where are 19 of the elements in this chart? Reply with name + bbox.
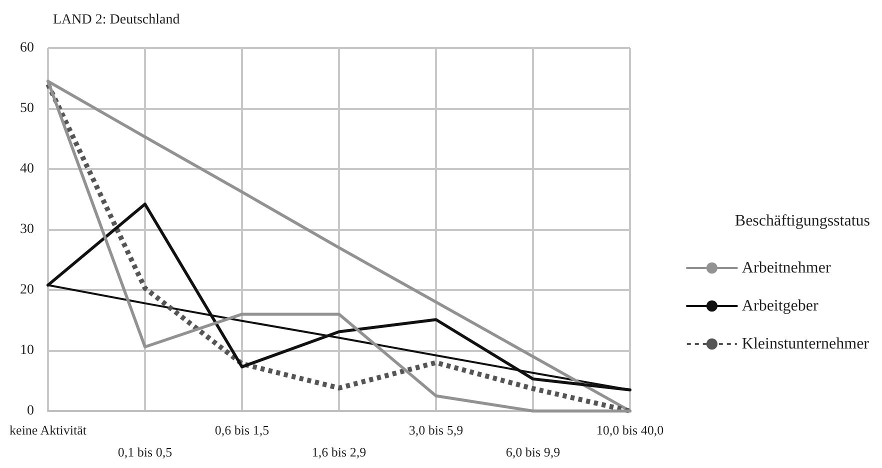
x-tick-label: 3,0 bis 5,9 — [408, 422, 464, 438]
x-tick-label: keine Aktivität — [10, 422, 87, 438]
y-tick-label: 50 — [20, 101, 34, 116]
y-tick-label: 0 — [27, 404, 34, 418]
y-tick-label: 10 — [20, 343, 34, 358]
chart-title: LAND 2: Deutschland — [53, 12, 180, 28]
x-tick-label: 0,1 bis 0,5 — [118, 444, 172, 460]
legend-label: Arbeitnehmer — [742, 260, 832, 276]
legend-title: Beschäftigungsstatus — [734, 212, 870, 230]
x-tick-label: 0,6 bis 1,5 — [214, 422, 270, 438]
x-tick-label: 6,0 bis 9,9 — [506, 444, 560, 460]
legend-label: Kleinstunternehmer — [742, 336, 870, 352]
y-tick-label: 30 — [20, 222, 34, 237]
y-tick-label: 60 — [20, 40, 34, 56]
x-tick-label: 10,0 bis 40,0 — [596, 422, 664, 438]
x-tick-label: 1,6 bis 2,9 — [312, 444, 366, 460]
y-tick-label: 20 — [20, 282, 34, 298]
legend-label: Arbeitgeber — [742, 298, 820, 314]
y-tick-label: 40 — [20, 162, 34, 176]
